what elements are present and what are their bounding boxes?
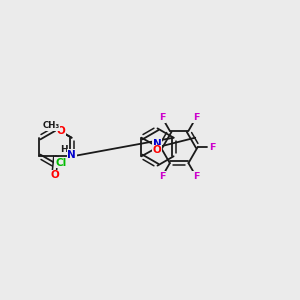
Text: CH₃: CH₃ [42, 121, 59, 130]
Text: F: F [193, 113, 199, 122]
Text: F: F [159, 172, 166, 181]
Text: O: O [153, 146, 162, 155]
Text: F: F [209, 142, 216, 152]
Text: N: N [68, 150, 76, 160]
Text: H: H [60, 145, 68, 154]
Text: F: F [193, 172, 199, 181]
Text: O: O [50, 170, 59, 181]
Text: Cl: Cl [55, 158, 66, 168]
Text: N: N [153, 139, 162, 148]
Text: F: F [159, 113, 166, 122]
Text: O: O [56, 126, 65, 136]
